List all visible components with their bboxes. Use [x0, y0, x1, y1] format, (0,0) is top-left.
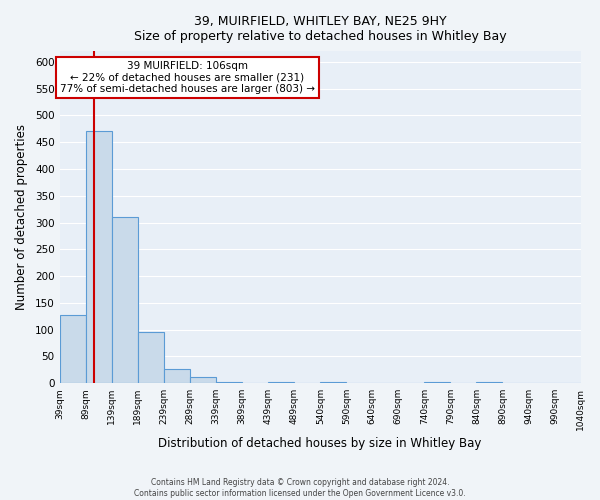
- Bar: [476, 382, 502, 383]
- Bar: [164, 368, 190, 383]
- Text: Contains HM Land Registry data © Crown copyright and database right 2024.
Contai: Contains HM Land Registry data © Crown c…: [134, 478, 466, 498]
- Bar: [190, 378, 215, 383]
- Bar: [320, 382, 346, 383]
- Bar: [137, 332, 164, 383]
- X-axis label: Distribution of detached houses by size in Whitley Bay: Distribution of detached houses by size …: [158, 437, 482, 450]
- Title: 39, MUIRFIELD, WHITLEY BAY, NE25 9HY
Size of property relative to detached house: 39, MUIRFIELD, WHITLEY BAY, NE25 9HY Siz…: [134, 15, 506, 43]
- Bar: [424, 382, 451, 383]
- Bar: [268, 382, 294, 383]
- Bar: [112, 217, 137, 383]
- Bar: [215, 382, 242, 383]
- Bar: [59, 314, 86, 383]
- Bar: [86, 132, 112, 383]
- Text: 39 MUIRFIELD: 106sqm
← 22% of detached houses are smaller (231)
77% of semi-deta: 39 MUIRFIELD: 106sqm ← 22% of detached h…: [59, 61, 314, 94]
- Y-axis label: Number of detached properties: Number of detached properties: [15, 124, 28, 310]
